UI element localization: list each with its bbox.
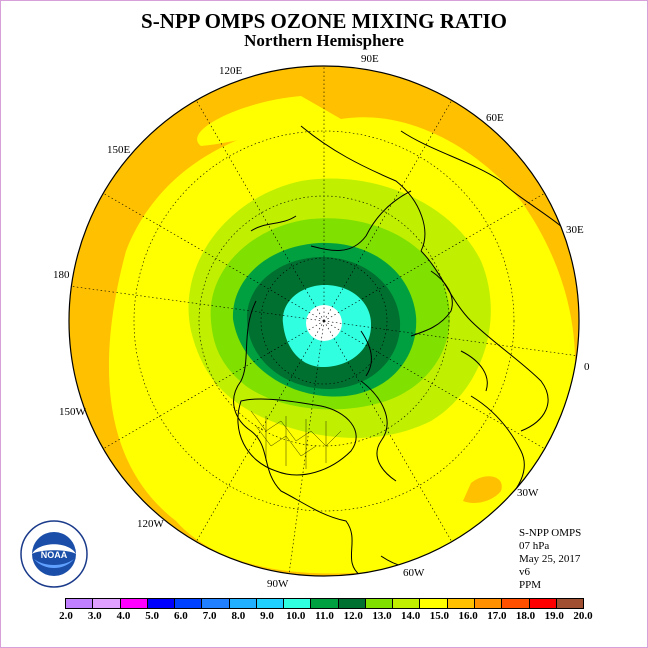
colorbar-swatch: [66, 599, 94, 608]
lon-label-90w: 90W: [267, 578, 289, 590]
colorbar-swatch: [365, 599, 394, 608]
info-version: v6: [519, 566, 530, 578]
logo-text: NOAA: [41, 550, 68, 560]
colorbar-tick-label: 2.0: [59, 610, 73, 622]
info-level: 07 hPa: [519, 540, 550, 552]
colorbar-tick-label: 11.0: [315, 610, 334, 622]
colorbar-swatch: [284, 599, 312, 608]
colorbar: [65, 598, 584, 609]
map-border: [68, 65, 580, 577]
colorbar-tick-label: 4.0: [116, 610, 131, 622]
lon-label-90e: 90E: [361, 53, 379, 65]
lon-label-60w: 60W: [403, 567, 425, 579]
info-units: PPM: [519, 579, 542, 591]
colorbar-tick-label: 12.0: [343, 610, 363, 622]
lon-label-120e: 120E: [219, 65, 243, 77]
lon-label-150w: 150W: [59, 406, 86, 418]
colorbar-tick-label: 8.0: [231, 610, 246, 622]
lon-label-30e: 30E: [566, 224, 584, 236]
colorbar-tick-label: 6.0: [174, 610, 188, 622]
colorbar-swatch: [311, 599, 339, 608]
lon-label-30w: 30W: [517, 487, 539, 499]
map-title: S-NPP OMPS OZONE MIXING RATIO: [141, 9, 507, 33]
map-subtitle: Northern Hemisphere: [244, 31, 404, 50]
colorbar-swatch: [338, 599, 366, 608]
colorbar-swatch: [556, 599, 584, 608]
info-date: May 25, 2017: [519, 553, 581, 565]
lon-label-0: 0: [584, 361, 590, 373]
graticule: [69, 66, 579, 575]
colorbar-swatch: [447, 599, 475, 608]
colorbar-tick-label: 13.0: [372, 610, 392, 622]
lon-label-60e: 60E: [486, 112, 504, 124]
colorbar-tick-label: 7.0: [202, 610, 217, 622]
colorbar-swatch: [229, 599, 257, 608]
coastlines: [233, 125, 577, 576]
colorbar-tick-label: 15.0: [429, 610, 449, 622]
lon-label-180: 180: [53, 269, 70, 281]
colorbar-tick-label: 9.0: [260, 610, 274, 622]
colorbar-swatch: [147, 599, 176, 608]
colorbar-swatch: [120, 599, 148, 608]
colorbar-swatch: [175, 599, 203, 608]
lon-label-150e: 150E: [107, 144, 131, 156]
colorbar-swatch: [529, 599, 557, 608]
colorbar-tick-label: 5.0: [145, 610, 160, 622]
colorbar-swatch: [474, 599, 503, 608]
colorbar-tick-label: 20.0: [573, 610, 593, 622]
colorbar-tick-label: 3.0: [87, 610, 102, 622]
pole-blank: [306, 305, 342, 341]
us-state-borders: [250, 410, 342, 469]
info-block: S-NPP OMPS 07 hPa May 25, 2017 v6 PPM: [519, 527, 581, 592]
colorbar-ticks: 2.0 3.0 4.0 5.0 6.0 7.0 8.0 9.0 10.0 11.0 12.0 13.0…: [1, 610, 647, 624]
colorbar-tick-label: 14.0: [401, 610, 421, 622]
noaa-logo: NOAA: [20, 520, 88, 588]
colorbar-swatch: [202, 599, 230, 608]
colorbar-tick-label: 17.0: [487, 610, 507, 622]
colorbar-swatch: [502, 599, 530, 608]
colorbar-swatch: [420, 599, 448, 608]
colorbar-swatch: [393, 599, 421, 608]
colorbar-tick-label: 16.0: [458, 610, 478, 622]
info-instrument: S-NPP OMPS: [519, 527, 582, 539]
colorbar-swatch: [256, 599, 285, 608]
colorbar-tick-label: 10.0: [286, 610, 306, 622]
colorbar-swatch: [93, 599, 121, 608]
colorbar-tick-label: 19.0: [544, 610, 564, 622]
lon-label-120w: 120W: [137, 518, 164, 530]
colorbar-tick-label: 18.0: [515, 610, 536, 622]
